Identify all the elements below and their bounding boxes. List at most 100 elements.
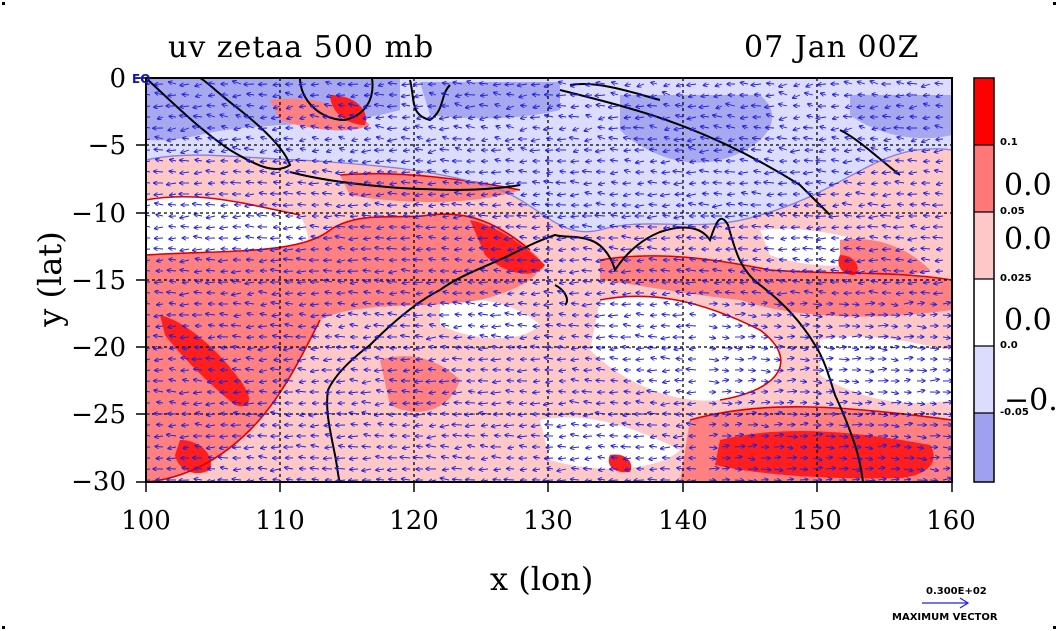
wind-vector-icon	[363, 161, 372, 163]
wind-vector-icon	[416, 194, 424, 196]
wind-vector-icon	[635, 436, 645, 437]
wind-vector-icon	[897, 117, 905, 118]
wind-vector-icon	[799, 403, 806, 404]
wind-vector-icon	[402, 137, 411, 139]
wind-vector-icon	[851, 424, 862, 425]
wind-vector-icon	[401, 326, 411, 327]
wind-vector-icon	[596, 95, 606, 96]
wind-vector-icon	[609, 128, 619, 129]
wind-vector-icon	[261, 137, 268, 139]
wind-vector-icon	[755, 95, 762, 96]
wind-vector-icon	[533, 127, 541, 128]
wind-vector-icon	[571, 194, 580, 196]
wind-vector-icon	[273, 95, 281, 97]
wind-vector-icon	[521, 148, 528, 150]
wind-vector-icon	[376, 161, 385, 162]
wind-vector-icon	[195, 84, 203, 86]
wind-vector-icon	[428, 414, 437, 415]
wind-vector-icon	[534, 370, 541, 371]
wind-vector-icon	[442, 93, 450, 95]
wind-vector-icon	[154, 348, 164, 349]
wind-vector-icon	[340, 148, 346, 150]
wind-vector-icon	[196, 95, 203, 97]
wind-vector-icon	[455, 403, 463, 404]
wind-vector-icon	[326, 139, 333, 140]
x-tick-label: 110	[255, 506, 305, 536]
wind-vector-icon	[908, 160, 918, 161]
wind-vector-icon	[621, 249, 632, 250]
wind-vector-icon	[146, 182, 151, 184]
wind-vector-icon	[799, 479, 808, 480]
wind-vector-icon	[339, 127, 346, 128]
wind-vector-icon	[286, 293, 294, 294]
wind-vector-icon	[221, 182, 229, 183]
wind-vector-icon	[924, 95, 931, 96]
wind-vector-icon	[664, 104, 671, 106]
wind-vector-icon	[650, 126, 658, 129]
colorbar-label: 0.025	[1000, 273, 1032, 284]
wind-vector-icon	[494, 93, 502, 95]
wind-vector-icon	[754, 171, 762, 172]
wind-vector-icon	[274, 106, 281, 108]
wind-vector-icon	[299, 182, 307, 183]
colorbar-value: −0.	[1004, 383, 1058, 418]
wind-vector-icon	[903, 337, 913, 338]
wind-vector-icon	[794, 84, 801, 86]
wind-vector-icon	[626, 84, 632, 85]
wind-vector-icon	[584, 183, 593, 184]
wind-vector-icon	[246, 125, 255, 128]
field-strong-positive	[330, 95, 366, 125]
wind-vector-icon	[701, 137, 710, 139]
wind-vector-icon	[158, 117, 164, 119]
wind-vector-icon	[508, 402, 515, 403]
wind-vector-icon	[453, 117, 463, 118]
wind-vector-icon	[157, 425, 164, 426]
wind-vector-icon	[469, 314, 476, 315]
wind-vector-icon	[482, 194, 489, 195]
wind-vector-icon	[507, 126, 515, 128]
wind-vector-icon	[456, 347, 463, 348]
wind-vector-icon	[805, 160, 814, 161]
wind-vector-icon	[441, 194, 450, 196]
wind-vector-icon	[929, 304, 936, 305]
wind-vector-icon	[296, 171, 307, 172]
wind-vector-icon	[625, 391, 632, 392]
wind-vector-icon	[154, 413, 164, 414]
wind-vector-icon	[521, 161, 528, 162]
wind-vector-icon	[194, 116, 203, 117]
wind-vector-icon	[544, 181, 554, 183]
wind-vector-icon	[793, 182, 801, 183]
wind-vector-icon	[734, 480, 744, 481]
wind-vector-icon	[597, 105, 606, 106]
wind-vector-icon	[794, 117, 801, 118]
wind-vector-icon	[375, 105, 385, 106]
wind-vector-icon	[506, 139, 515, 141]
wind-vector-icon	[560, 260, 567, 261]
wind-vector-icon	[844, 116, 853, 117]
wind-vector-icon	[838, 304, 848, 305]
colorbar-label: 0.0	[1000, 340, 1018, 351]
wind-vector-icon	[560, 128, 567, 129]
wind-vector-icon	[804, 128, 814, 129]
wind-vector-icon	[677, 359, 684, 360]
wind-vector-icon	[675, 183, 684, 184]
wind-vector-icon	[287, 370, 294, 371]
wind-vector-icon	[649, 194, 658, 195]
wind-vector-icon	[323, 170, 333, 172]
wind-vector-icon	[637, 326, 645, 327]
wind-vector-icon	[480, 172, 489, 173]
wind-vector-icon	[170, 194, 177, 195]
wind-vector-icon	[336, 172, 346, 173]
wind-vector-icon	[415, 106, 424, 107]
wind-vector-icon	[534, 106, 541, 108]
wind-vector-icon	[883, 172, 892, 173]
wind-vector-icon	[247, 337, 255, 338]
wind-vector-icon	[297, 193, 307, 194]
wind-vector-icon	[233, 147, 242, 150]
wind-vector-icon	[221, 172, 229, 173]
wind-vector-icon	[521, 128, 528, 131]
wind-vector-icon	[690, 183, 697, 184]
wind-vector-icon	[456, 148, 463, 150]
wind-vector-icon	[571, 84, 580, 86]
